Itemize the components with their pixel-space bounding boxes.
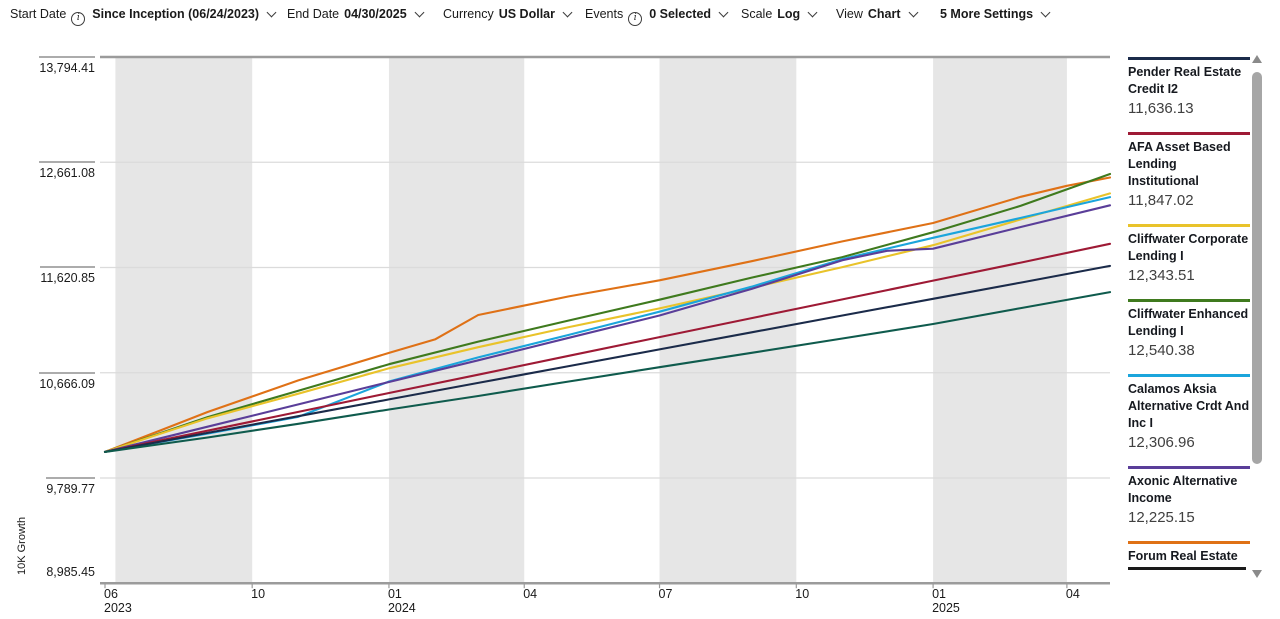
x-tick-month: 07 <box>658 587 673 601</box>
info-icon[interactable]: i <box>71 11 86 26</box>
toolbar-value: Chart <box>867 7 901 21</box>
y-tick-value: 10,666.09 <box>39 371 95 391</box>
toolbar-value: US Dollar <box>498 7 555 21</box>
legend-item-value: 11,636.13 <box>1128 100 1194 117</box>
y-tick-label: 10,666.09 <box>0 371 95 391</box>
toolbar-value: Log <box>777 7 801 21</box>
scrollbar-thumb[interactable] <box>1252 72 1262 464</box>
series-line-afa-asset-based-lending-institutional <box>103 242 1112 453</box>
clipped-text-sliver <box>1128 567 1246 570</box>
series-line-cliffwater-enhanced-lending-i <box>103 172 1112 453</box>
x-tick-month: 01 <box>932 587 946 601</box>
y-axis-title: 10K Growth <box>16 516 28 575</box>
scroll-down-icon[interactable] <box>1252 570 1262 578</box>
legend-item-name: Cliffwater Corporate Lending I <box>1128 232 1249 263</box>
legend-item-cliffwater-enhanced-lending-i[interactable]: Cliffwater Enhanced Lending I 12,540.38 <box>1128 299 1250 361</box>
toolbar-item-more-settings[interactable]: 5 More Settings <box>935 7 1051 21</box>
y-tick-label: 13,794.41 <box>0 56 95 75</box>
legend-item-name: Cliffwater Enhanced Lending I <box>1128 307 1249 338</box>
series-line-axonic-alternative-income <box>103 204 1112 453</box>
x-tick-month: 10 <box>251 587 266 601</box>
toolbar-item-start-date[interactable]: Start Date i Since Inception (06/24/2023) <box>10 7 277 27</box>
toolbar-value: Since Inception (06/24/2023) <box>92 7 260 21</box>
toolbar-value: 5 More Settings <box>940 7 1034 21</box>
legend-item-forum-real-estate[interactable]: Forum Real Estate <box>1128 541 1250 570</box>
toolbar-label: View <box>836 7 863 21</box>
series-line-cliffwater-corporate-lending-i <box>103 192 1112 453</box>
y-tick-value: 9,789.77 <box>46 476 95 496</box>
legend-item-calamos-aksia-alternative-crdt-and-inc-i[interactable]: Calamos Aksia Alternative Crdt And Inc I… <box>1128 374 1250 453</box>
toolbar-item-scale[interactable]: Scale Log <box>741 7 818 21</box>
legend-item-name: AFA Asset Based Lending Institutional <box>1128 140 1231 188</box>
chart-settings-toolbar: Start Date i Since Inception (06/24/2023) E… <box>0 0 1280 30</box>
toolbar-item-events[interactable]: Events i 0 Selected <box>585 7 729 27</box>
toolbar-label: Scale <box>741 7 773 21</box>
series-line-series-8-legend-scrolled <box>103 291 1112 453</box>
y-tick-label: 8,985.45 <box>0 565 95 579</box>
series-line-forum-real-estate <box>103 176 1112 453</box>
info-icon[interactable]: i <box>628 11 643 26</box>
y-tick-label: 9,789.77 <box>0 476 95 496</box>
legend-panel: Pender Real Estate Credit I2 11,636.13 AFA… <box>1128 57 1250 588</box>
y-tick-label: 12,661.08 <box>0 161 95 180</box>
legend-item-axonic-alternative-income[interactable]: Axonic Alternative Income 12,225.15 <box>1128 466 1250 528</box>
y-tick-value: 12,661.08 <box>39 161 95 180</box>
y-tick-label: 11,620.85 <box>0 266 95 285</box>
legend-item-name: Pender Real Estate Credit I2 <box>1128 65 1242 96</box>
series-line-pender-real-estate-credit-i2 <box>103 264 1112 453</box>
x-tick-month: 04 <box>1065 587 1080 601</box>
x-tick-month: 06 <box>104 587 118 601</box>
quarter-band <box>115 57 253 584</box>
legend-item-name: Axonic Alternative Income <box>1128 474 1238 505</box>
legend-item-value: 12,306.96 <box>1128 434 1195 451</box>
quarter-band <box>388 57 525 584</box>
toolbar-item-view[interactable]: View Chart <box>836 7 918 21</box>
quarter-band <box>659 57 797 584</box>
x-tick-year: 2023 <box>104 601 132 615</box>
legend-item-cliffwater-corporate-lending-i[interactable]: Cliffwater Corporate Lending I 12,343.51 <box>1128 224 1250 286</box>
toolbar-value: 04/30/2025 <box>344 7 407 21</box>
y-tick-value: 13,794.41 <box>39 56 95 75</box>
y-tick-value: 11,620.85 <box>40 266 95 285</box>
y-tick-value: 8,985.45 <box>46 565 95 580</box>
x-tick-month: 10 <box>795 587 810 601</box>
toolbar-label: Currency <box>443 7 494 21</box>
x-tick-month: 01 <box>387 587 402 601</box>
x-tick-year: 2025 <box>932 601 960 615</box>
legend-item-name: Forum Real Estate <box>1128 549 1238 563</box>
legend-item-pender-real-estate-credit-i2[interactable]: Pender Real Estate Credit I2 11,636.13 <box>1128 57 1250 119</box>
toolbar-label: Events <box>585 7 624 21</box>
scroll-up-icon[interactable] <box>1252 55 1262 63</box>
legend-item-value: 12,225.15 <box>1128 509 1195 526</box>
toolbar-value: 0 Selected <box>649 7 712 21</box>
toolbar-label: End Date <box>287 7 340 21</box>
toolbar-item-end-date[interactable]: End Date 04/30/2025 <box>287 7 425 21</box>
x-tick-month: 04 <box>523 587 538 601</box>
toolbar-item-currency[interactable]: Currency US Dollar <box>443 7 573 21</box>
legend-item-value: 12,343.51 <box>1128 267 1195 284</box>
legend-item-value: 11,847.02 <box>1128 192 1194 209</box>
x-tick-year: 2024 <box>387 601 416 615</box>
legend-scrollbar[interactable] <box>1251 50 1263 584</box>
legend-item-afa-asset-based-lending-institutional[interactable]: AFA Asset Based Lending Institutional 11,… <box>1128 132 1250 211</box>
legend-item-value: 12,540.38 <box>1128 342 1195 359</box>
legend-item-name: Calamos Aksia Alternative Crdt And Inc I <box>1128 382 1250 430</box>
toolbar-label: Start Date <box>10 7 67 21</box>
